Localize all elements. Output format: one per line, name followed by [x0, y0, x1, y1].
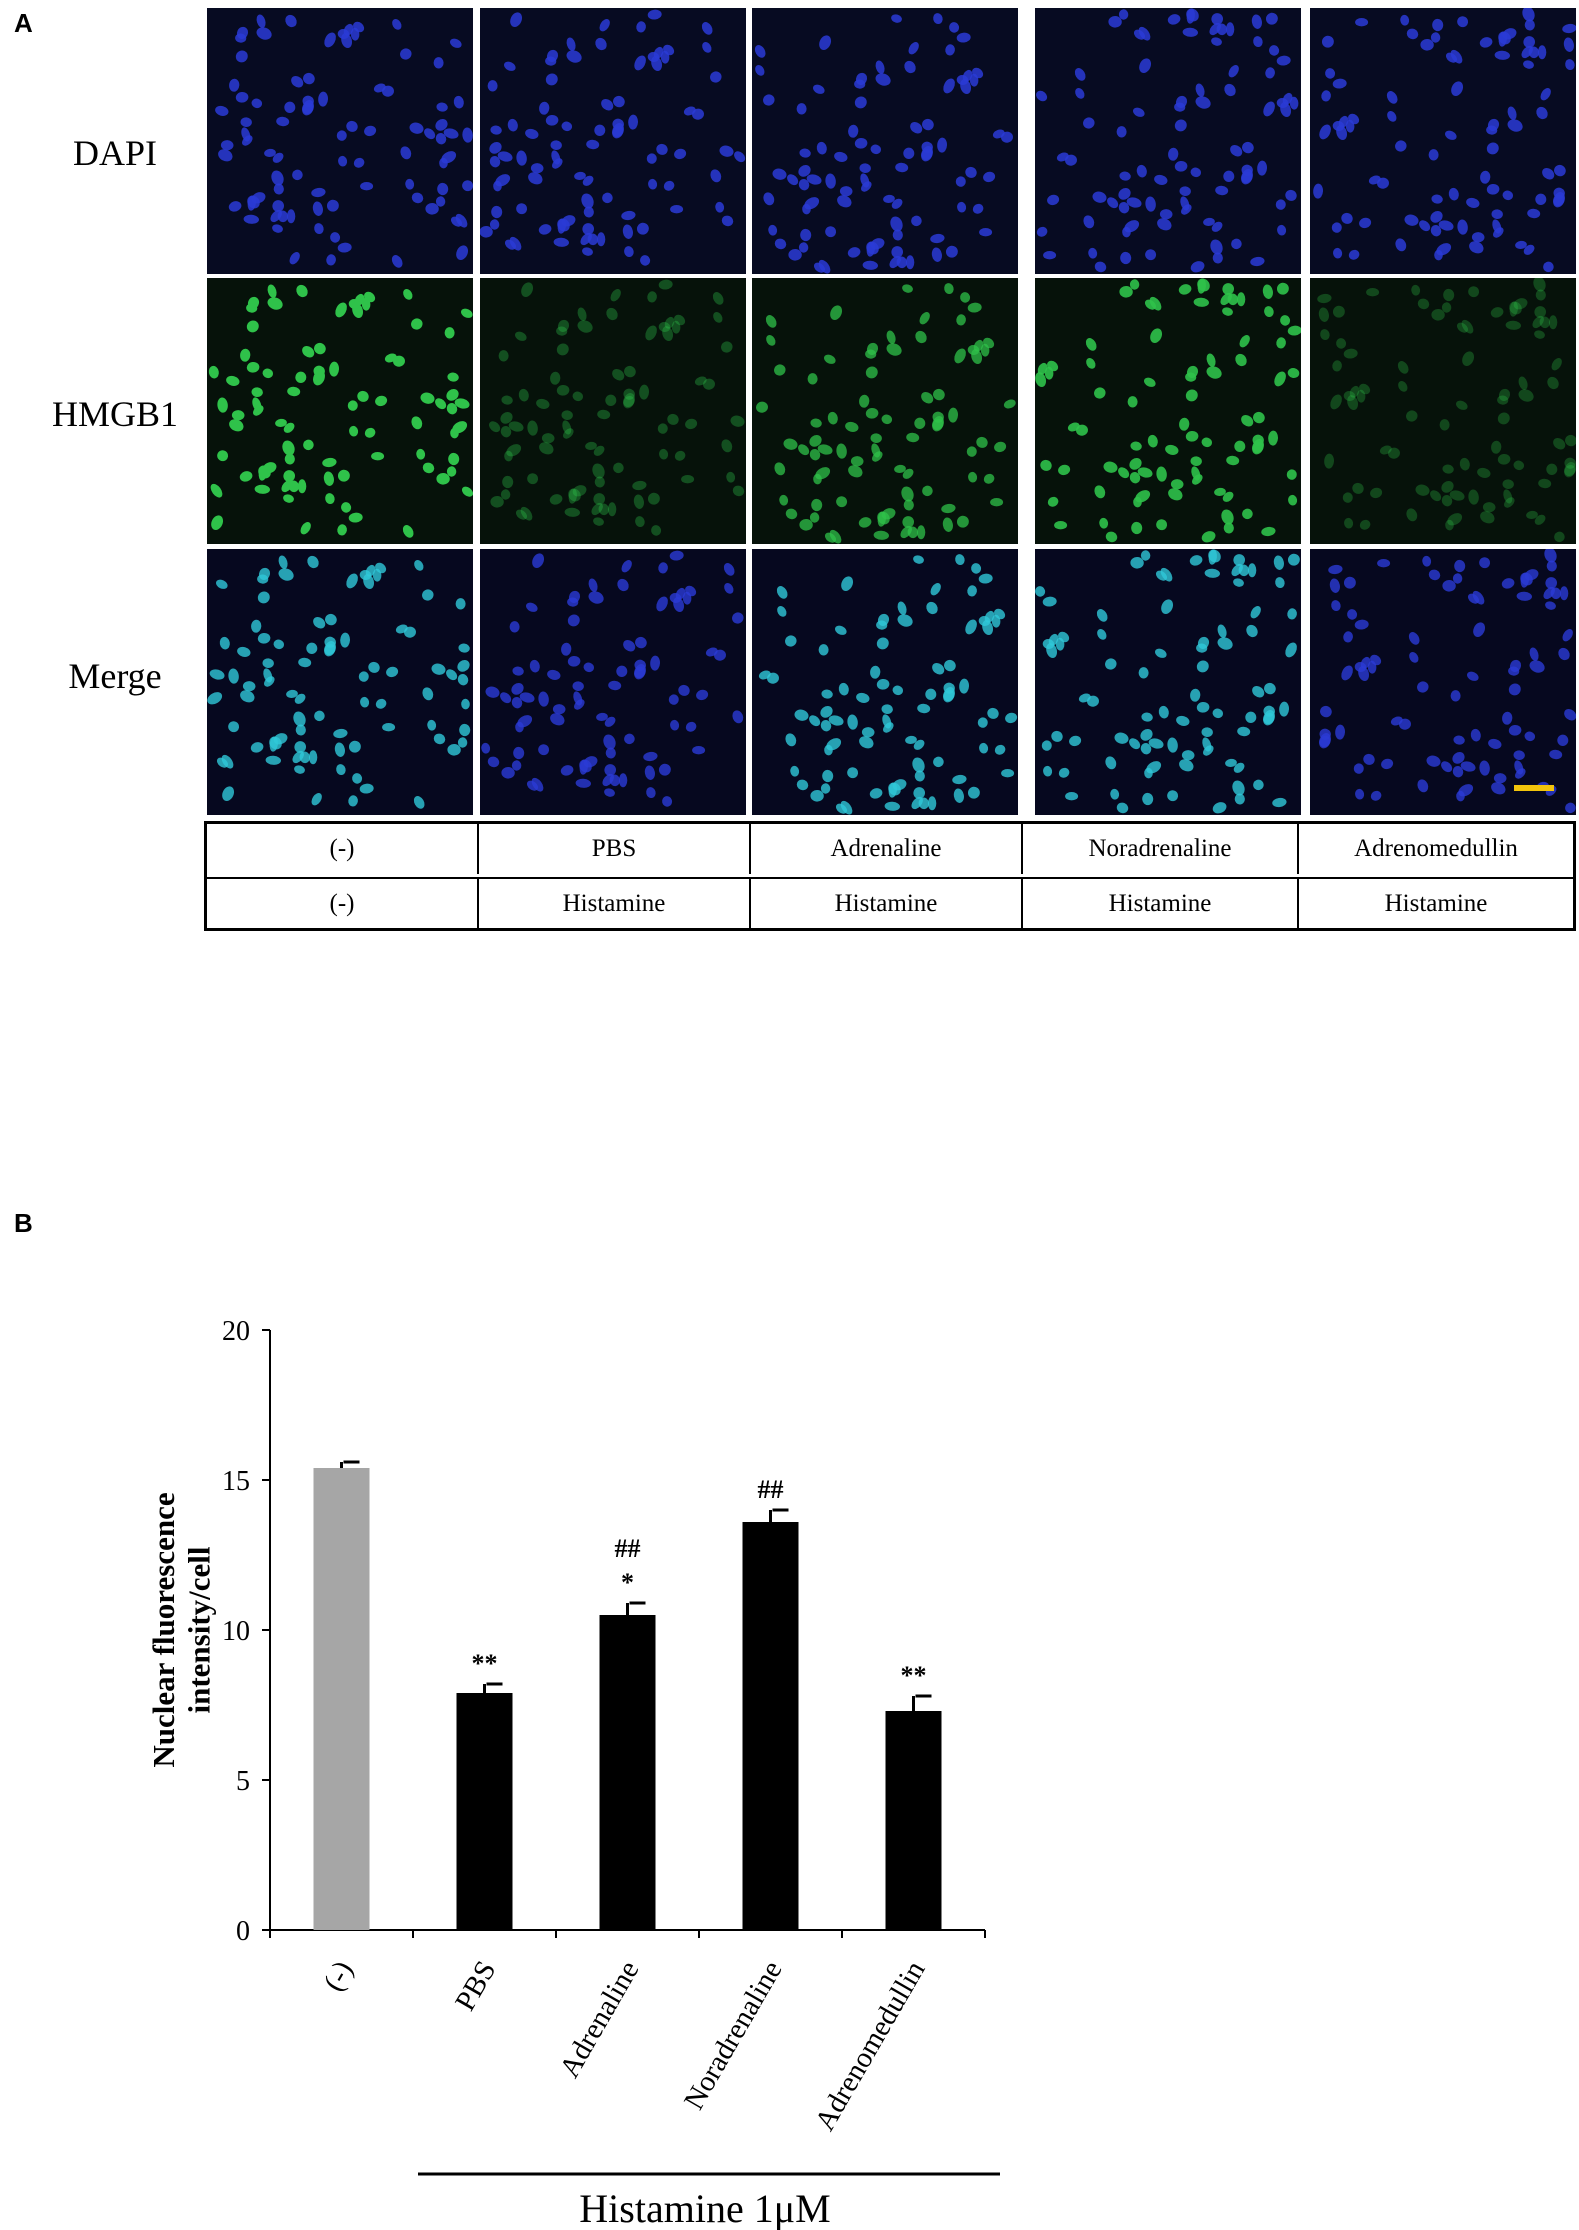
micrograph-merge: [752, 549, 1018, 815]
row-label-hmgb1: HMGB1: [51, 394, 179, 434]
micrograph-dapi: [480, 8, 746, 274]
y-tick-label: 0: [236, 1916, 250, 1947]
bar: [885, 1711, 942, 1930]
x-tick-label: (-): [317, 1956, 359, 1997]
row-label-merge: Merge: [68, 656, 162, 696]
x-tick-label: PBS: [449, 1956, 503, 2017]
significance-marker: **: [901, 1661, 927, 1690]
condition-cell: Adrenaline: [751, 824, 1023, 874]
condition-row-stimulus: (-) Histamine Histamine Histamine Histam…: [207, 877, 1573, 929]
row-label-dapi: DAPI: [72, 133, 157, 173]
condition-cell: Noradrenaline: [1023, 824, 1299, 874]
condition-cell: PBS: [479, 824, 751, 874]
micrograph-hmgb1: [480, 278, 746, 544]
significance-marker: *: [621, 1568, 634, 1597]
micrograph-merge: [1310, 549, 1576, 815]
micrograph-merge: [480, 549, 746, 815]
micrograph-dapi: [207, 8, 473, 274]
histamine-bracket-label: Histamine 1μM: [579, 2186, 830, 2230]
x-tick-label: Adrenomedullin: [809, 1955, 932, 2136]
condition-cell: Histamine: [751, 879, 1023, 929]
condition-cell: Histamine: [479, 879, 751, 929]
significance-marker: ##: [758, 1475, 784, 1504]
condition-cell: Histamine: [1384, 890, 1488, 917]
x-tick-label: Noradrenaline: [678, 1956, 789, 2116]
x-tick-label: Adrenaline: [553, 1956, 645, 2084]
micrograph-dapi: [1310, 8, 1576, 274]
significance-marker: ##: [615, 1534, 641, 1563]
micrograph-hmgb1: [1035, 278, 1301, 544]
y-tick-label: 10: [222, 1616, 250, 1647]
micrograph-hmgb1: [1310, 278, 1576, 544]
micrograph-merge: [1035, 549, 1301, 815]
bar: [456, 1693, 513, 1930]
significance-marker: **: [472, 1649, 498, 1678]
condition-cell: (-): [207, 824, 479, 874]
condition-row-pretreatment: (-) PBS Adrenaline Noradrenaline Adrenom…: [207, 824, 1573, 874]
scale-bar: [1514, 785, 1554, 791]
y-tick-label: 20: [222, 1316, 250, 1347]
panel-a-label: A: [14, 8, 33, 38]
condition-cell: (-): [207, 879, 479, 929]
y-tick-label: 5: [236, 1766, 250, 1797]
bar: [742, 1522, 799, 1930]
condition-table: (-) PBS Adrenaline Noradrenaline Adrenom…: [204, 821, 1576, 931]
micrograph-dapi: [752, 8, 1018, 274]
condition-cell: Adrenomedullin: [1354, 835, 1518, 862]
condition-cell: Histamine: [1023, 879, 1299, 929]
micrograph-hmgb1: [207, 278, 473, 544]
panel-b-label: B: [14, 1208, 33, 1238]
micrograph-merge: [207, 549, 473, 815]
bar-chart: 0 5 10 15 20 Nuclear fluorescenceintensity/ce…: [146, 1316, 1000, 2230]
micrograph-dapi: [1035, 8, 1301, 274]
y-tick-label: 15: [222, 1466, 250, 1497]
micrograph-hmgb1: [752, 278, 1018, 544]
y-axis-label: Nuclear fluorescenceintensity/cell: [146, 1492, 217, 1767]
bar: [599, 1615, 656, 1930]
bar: [313, 1468, 370, 1930]
